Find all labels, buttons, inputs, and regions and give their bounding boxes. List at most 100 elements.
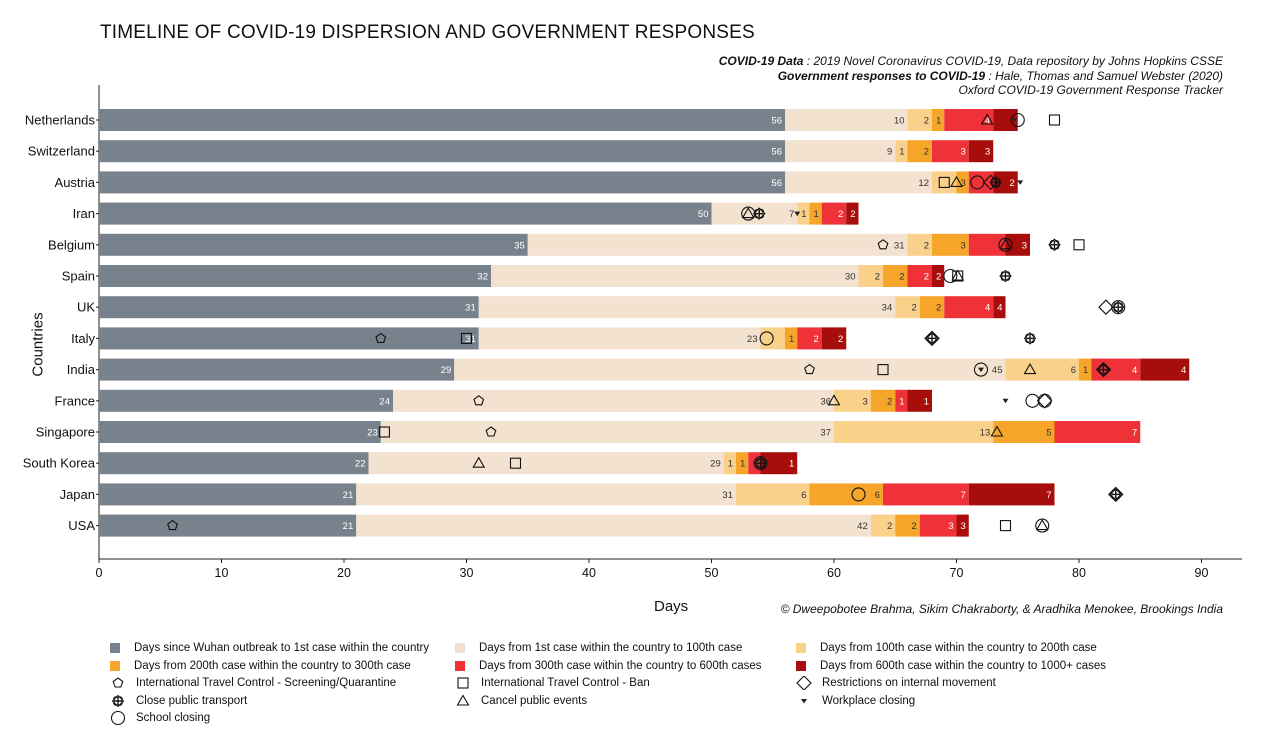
workplace-closing-icon [794,211,801,217]
x-tick-label: 20 [337,566,351,580]
country-row: South Korea 22 29 1 1 1 [23,452,798,475]
bar-segment [932,233,969,256]
country-row: Italy 31 23 1 2 2 [71,327,1037,350]
bar-value-label: 36 [820,396,831,407]
bar-segment [883,483,969,506]
diamond-marker [1098,299,1114,315]
bar-value-label: 29 [710,459,721,470]
circle-marker [753,456,768,471]
country-label: India [67,362,96,377]
bar-value-label: 3 [948,521,953,532]
bar-value-label: 30 [845,272,856,283]
bar-segment [944,109,994,131]
chart-title: TIMELINE OF COVID-19 DISPERSION AND GOVE… [100,22,755,43]
public-transport-icon-lobe [994,181,1001,188]
bar-segment [454,358,1006,381]
x-tick-label: 90 [1195,566,1209,580]
bar-value-label: 32 [477,272,488,283]
government-source-line2: Oxford COVID-19 Government Response Trac… [958,83,1223,97]
workplace-marker [1017,180,1024,185]
screening-quarantine-icon [877,239,889,250]
bar-segment [858,265,883,287]
legend-marker [112,677,124,688]
legend-item: Days from 100th case within the country … [796,640,1097,656]
legend-item: School closing [110,710,210,726]
bar-segment [809,202,822,225]
bar-value-label: 23 [367,428,378,439]
bar-value-label: 6 [801,490,806,501]
bar-segment [944,296,994,319]
legend-item: International Travel Control - Screening… [110,675,396,691]
bar-value-label: 3 [1022,240,1027,251]
bar-value-label: 35 [514,240,525,251]
bar-segment [478,327,761,350]
pentagon-marker [375,332,387,343]
bar-segment [393,389,834,412]
legend-item: Close public transport [110,693,247,709]
legend-label: Close public transport [136,694,248,707]
public-transport-icon-lobe [759,462,766,468]
legend-swatch [455,660,465,671]
public-transport-icon-lobe [931,337,937,344]
workplace-closing-icon [978,367,984,373]
bar-segment [956,514,969,537]
bar-segment [895,296,920,319]
bar-value-label: 4 [985,116,990,127]
legend-marker [456,693,470,706]
bar-segment [99,421,381,443]
transport-marker [1097,363,1110,376]
bar-value-label: 29 [441,365,452,376]
bar-segment [846,202,859,225]
bar-segment [797,327,822,350]
square-marker [457,677,469,689]
legend-label: International Travel Control - Screening… [136,677,397,689]
bar-segment [736,483,810,506]
public-transport-icon-lobe [758,212,765,219]
transport-marker [1048,238,1061,252]
legend-swatch [110,643,120,653]
internal-movement-icon [796,676,812,690]
bar-segment [491,265,859,287]
legend-item: Cancel public events [455,693,587,709]
cancel-events-icon [827,394,841,406]
cancel-events-icon [951,269,965,281]
cancel-events-icon [472,456,486,468]
bar-segment [723,452,736,475]
bar-segment [907,265,932,287]
x-tick-label: 0 [96,566,103,580]
bar-value-label: 7 [1046,490,1051,501]
bar-segment [809,483,883,506]
internal-movement-icon [1098,299,1114,315]
bar-value-label: 42 [857,521,868,532]
bar-segment [919,514,957,537]
bar-segment [821,327,847,350]
triangle-marker [951,269,965,281]
circle-marker [1037,393,1052,408]
bar-value-label: 2 [887,396,892,407]
cancel-events-icon [999,238,1012,250]
bar-segment [907,109,932,131]
bar-value-label: 2 [911,521,916,532]
bar-value-label: 1 [801,209,806,220]
bar-value-label: 2 [850,209,855,220]
country-label: Belgium [48,237,95,252]
bar-value-label: 22 [355,459,366,470]
pentagon-marker [804,363,815,375]
workplace-marker [801,698,807,703]
school-closing-icon [1037,393,1052,408]
bar-segment [356,514,871,537]
bar-segment [356,483,736,506]
bar-segment [968,483,1055,506]
cancel-events-icon [741,207,755,219]
legend-swatch [796,643,806,653]
bar-value-label: 10 [894,116,905,127]
legend-item: Days from 200th case within the country … [110,658,411,674]
cancel-events-icon [1035,519,1049,531]
bar-segment [993,296,1006,319]
bar-value-label: 31 [894,240,905,251]
travel-ban-icon [938,176,950,188]
travel-ban-icon [460,332,473,344]
pentagon-marker [485,426,497,437]
bar-segment [1005,233,1030,256]
bar-value-label: 1 [1083,365,1088,376]
